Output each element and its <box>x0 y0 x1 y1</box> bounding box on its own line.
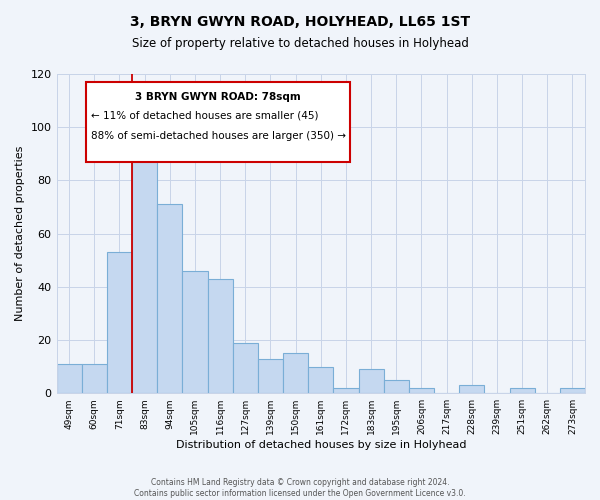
Bar <box>208 279 233 393</box>
Bar <box>157 204 182 393</box>
Y-axis label: Number of detached properties: Number of detached properties <box>15 146 25 322</box>
X-axis label: Distribution of detached houses by size in Holyhead: Distribution of detached houses by size … <box>176 440 466 450</box>
FancyBboxPatch shape <box>86 82 350 162</box>
Text: Contains HM Land Registry data © Crown copyright and database right 2024.
Contai: Contains HM Land Registry data © Crown c… <box>134 478 466 498</box>
Bar <box>182 271 208 393</box>
Bar <box>334 388 359 393</box>
Text: Size of property relative to detached houses in Holyhead: Size of property relative to detached ho… <box>131 38 469 51</box>
Bar <box>409 388 434 393</box>
Bar <box>459 385 484 393</box>
Bar <box>107 252 132 393</box>
Text: 88% of semi-detached houses are larger (350) →: 88% of semi-detached houses are larger (… <box>91 132 346 141</box>
Bar <box>509 388 535 393</box>
Bar <box>56 364 82 393</box>
Text: 3 BRYN GWYN ROAD: 78sqm: 3 BRYN GWYN ROAD: 78sqm <box>135 92 301 102</box>
Text: ← 11% of detached houses are smaller (45): ← 11% of detached houses are smaller (45… <box>91 110 319 120</box>
Bar <box>132 151 157 393</box>
Bar <box>308 366 334 393</box>
Bar <box>258 358 283 393</box>
Bar <box>233 342 258 393</box>
Text: 3, BRYN GWYN ROAD, HOLYHEAD, LL65 1ST: 3, BRYN GWYN ROAD, HOLYHEAD, LL65 1ST <box>130 15 470 29</box>
Bar <box>359 370 383 393</box>
Bar <box>560 388 585 393</box>
Bar <box>82 364 107 393</box>
Bar <box>383 380 409 393</box>
Bar <box>283 354 308 393</box>
